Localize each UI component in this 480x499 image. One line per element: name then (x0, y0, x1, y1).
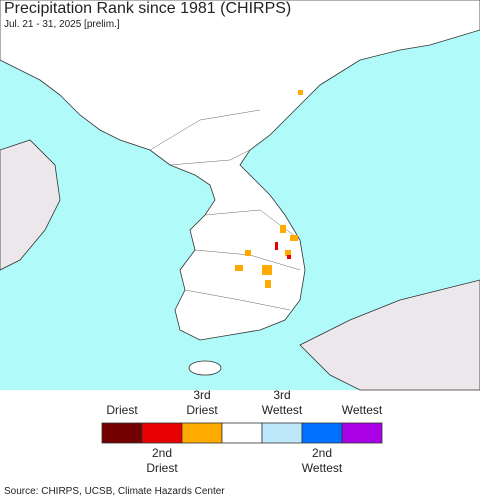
source: Source: CHIRPS, UCSB, Climate Hazards Ce… (4, 486, 225, 497)
legend-label: Wettest (302, 461, 343, 475)
subtitle: Jul. 21 - 31, 2025 [prelim.] (4, 19, 120, 30)
title: Precipitation Rank since 1981 (CHIRPS) (4, 0, 291, 17)
legend-swatch (341, 422, 383, 444)
legend-label: Driest (146, 461, 178, 475)
legend-swatch (141, 422, 183, 444)
legend-swatch (221, 422, 263, 444)
legend-label: 2nd (152, 446, 172, 460)
legend-label: Wettest (262, 403, 303, 417)
legend-label: Driest (186, 403, 218, 417)
legend-swatch (261, 422, 303, 444)
legend-label: 2nd (312, 446, 332, 460)
legend: Driest2ndDriest3rdDriest3rdWettest2ndWet… (101, 388, 383, 475)
legend-label: Wettest (342, 403, 383, 417)
legend-swatch (181, 422, 223, 444)
legend-label: 3rd (193, 388, 210, 402)
legend-label: Driest (106, 403, 138, 417)
map (0, 0, 480, 391)
legend-swatch (301, 422, 343, 444)
legend-swatch (101, 422, 143, 444)
legend-label: 3rd (273, 388, 290, 402)
